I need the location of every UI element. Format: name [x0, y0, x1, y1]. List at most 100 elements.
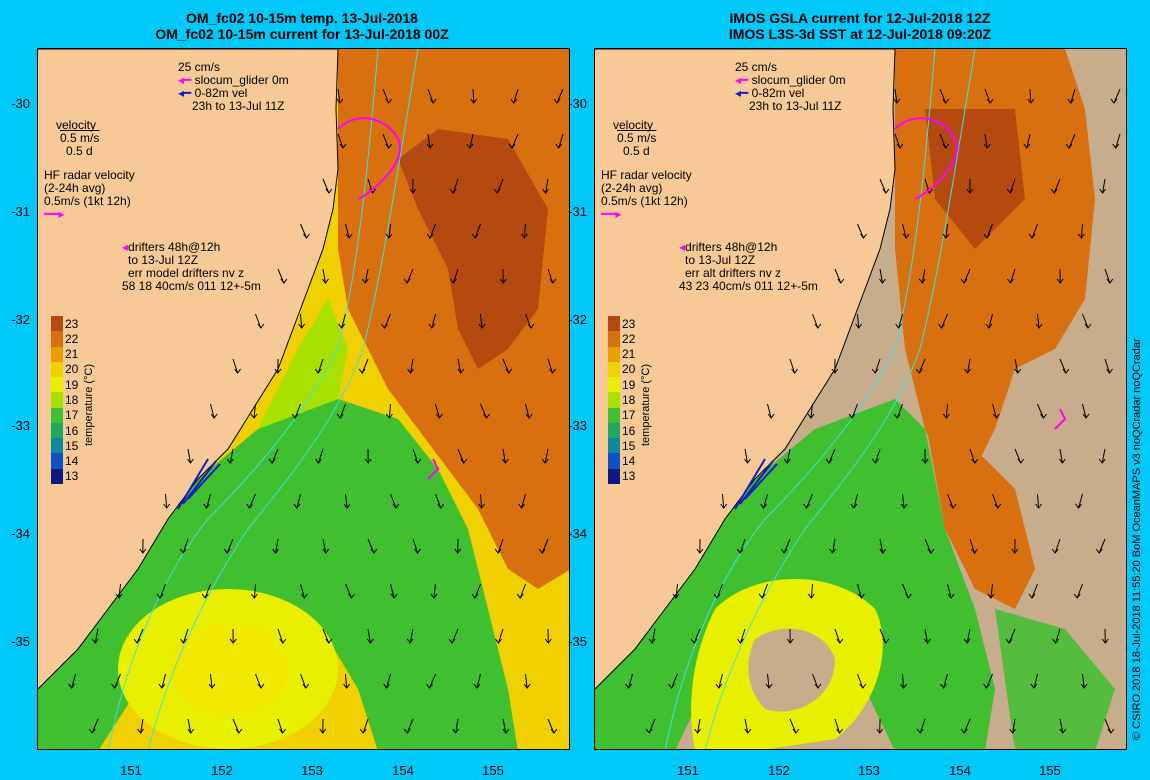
velocity-arrow: [1104, 268, 1114, 284]
velocity-arrow: [834, 718, 843, 734]
colorbar-swatch: [608, 377, 620, 393]
velocity-arrow: [454, 538, 462, 554]
colorbar-tick: 22: [622, 331, 636, 346]
velocity-arrow: [947, 583, 955, 599]
velocity-vectors: [625, 88, 1121, 734]
velocity-arrow: [1082, 313, 1092, 329]
velocity-arrow: [137, 718, 144, 734]
velocity-arrow: [139, 538, 147, 554]
lon-tick-label: 153: [858, 763, 880, 778]
velocity-arrow: [180, 628, 189, 644]
velocity-scale2: 0.5 d: [66, 144, 93, 158]
right-map-panel[interactable]: 25 cm/s ◂━ slocum_glider 0m ◂━ 0-82m vel…: [594, 48, 1127, 750]
velocity-arrow: [744, 718, 752, 734]
velocity-arrow: [337, 133, 347, 149]
velocity-arrow: [250, 403, 258, 419]
velocity-arrow: [510, 88, 519, 104]
drifters-label: drifters 48h@12h: [685, 240, 778, 254]
velocity-arrow: [765, 673, 773, 689]
velocity-arrow: [902, 583, 912, 599]
velocity-arrow: [277, 718, 286, 734]
velocity-arrow: [900, 673, 907, 689]
velocity-arrow: [322, 628, 333, 644]
colorbar-label: temperature (°C): [640, 363, 652, 446]
velocity-arrow: [203, 493, 211, 509]
velocity-arrow: [158, 673, 166, 689]
velocity-arrow: [625, 673, 633, 689]
velocity-arrow: [480, 403, 490, 419]
velocity-arrow: [939, 133, 950, 149]
velocity-arrow: [390, 493, 400, 509]
velocity-arrow: [963, 628, 971, 644]
colorbar-tick: 20: [65, 362, 79, 377]
velocity-arrow: [1051, 538, 1061, 554]
velocity-arrow: [1027, 88, 1035, 104]
velocity-arrow: [720, 493, 728, 509]
velocity-arrow: [494, 538, 504, 554]
velocity-arrow: [871, 358, 881, 374]
velocity-arrow: [1014, 358, 1022, 374]
hf-arrow-icon: ━━▸: [44, 207, 65, 221]
velocity-arrow: [850, 493, 858, 509]
hf-scale: 0.5m/s (1kt 12h): [44, 194, 131, 208]
velocity-arrow: [508, 133, 519, 149]
velocity-arrow: [345, 583, 355, 599]
velocity-arrow: [848, 403, 858, 419]
legend-glider-label: slocum_glider 0m: [194, 73, 289, 87]
lat-tick-label: -31: [568, 204, 587, 219]
velocity-arrow: [855, 313, 863, 329]
velocity-arrow: [466, 133, 474, 149]
lat-tick-label: -33: [568, 418, 587, 433]
velocity-arrow: [250, 583, 258, 599]
velocity-arrow: [789, 718, 800, 734]
velocity-arrow: [226, 448, 234, 464]
colorbar-tick: 17: [65, 408, 79, 423]
velocity-arrow: [516, 583, 526, 599]
colorbar-tick: 23: [65, 316, 79, 331]
velocity-scale1: 0.5 m/s: [60, 131, 100, 145]
left-title-line2: OM_fc02 10-15m current for 13-Jul-2018 0…: [155, 26, 449, 42]
colorbar-tick: 23: [622, 316, 636, 331]
velocity-arrow: [1035, 493, 1042, 509]
velocity-arrow: [1011, 538, 1019, 554]
velocity-arrow: [812, 673, 822, 689]
velocity-arrow: [1052, 628, 1061, 644]
velocity-arrow: [229, 628, 237, 644]
velocity-arrow: [322, 268, 329, 284]
velocity-arrow: [942, 223, 950, 239]
colorbar-swatch: [608, 346, 620, 362]
velocity-arrow: [133, 628, 144, 644]
colorbar-swatch: [51, 346, 63, 362]
velocity-arrow: [471, 583, 481, 599]
velocity-arrow: [343, 673, 350, 689]
left-panel-title: OM_fc02 10-15m temp. 13-Jul-2018 OM_fc02…: [34, 10, 570, 42]
velocity-arrow: [361, 268, 369, 284]
velocity-arrow: [1101, 628, 1109, 644]
velocity-arrow: [1104, 718, 1115, 734]
velocity-arrow: [893, 88, 901, 104]
velocity-arrow: [783, 448, 791, 464]
colorbar-swatch: [51, 361, 63, 378]
velocity-arrow: [744, 448, 751, 464]
velocity-arrow: [1030, 673, 1038, 689]
velocity-arrow: [300, 673, 310, 689]
colorbar-tick: 19: [622, 377, 636, 392]
velocity-arrow: [780, 538, 791, 554]
velocity-arrow: [255, 673, 265, 689]
lat-tick-label: -32: [568, 312, 587, 327]
colorbar-swatch: [608, 422, 620, 439]
velocity-arrow: [274, 358, 282, 374]
velocity-arrow: [960, 718, 971, 734]
velocity-arrow: [758, 583, 768, 599]
lon-tick-label: 152: [211, 763, 233, 778]
velocity-arrow: [902, 223, 910, 239]
velocity-arrow: [1006, 178, 1016, 194]
glider-track: [894, 117, 958, 200]
colorbar-tick: 14: [622, 454, 636, 469]
left-map-panel[interactable]: 25 cm/s ◂━ slocum_glider 0m ◂━ 0-82m vel…: [37, 48, 570, 750]
velocity-arrow: [1058, 448, 1066, 464]
colorbar-swatch: [608, 468, 620, 484]
colorbar-swatch: [608, 438, 620, 454]
velocity-arrow: [383, 673, 391, 689]
colorbar-tick: 21: [65, 347, 79, 362]
